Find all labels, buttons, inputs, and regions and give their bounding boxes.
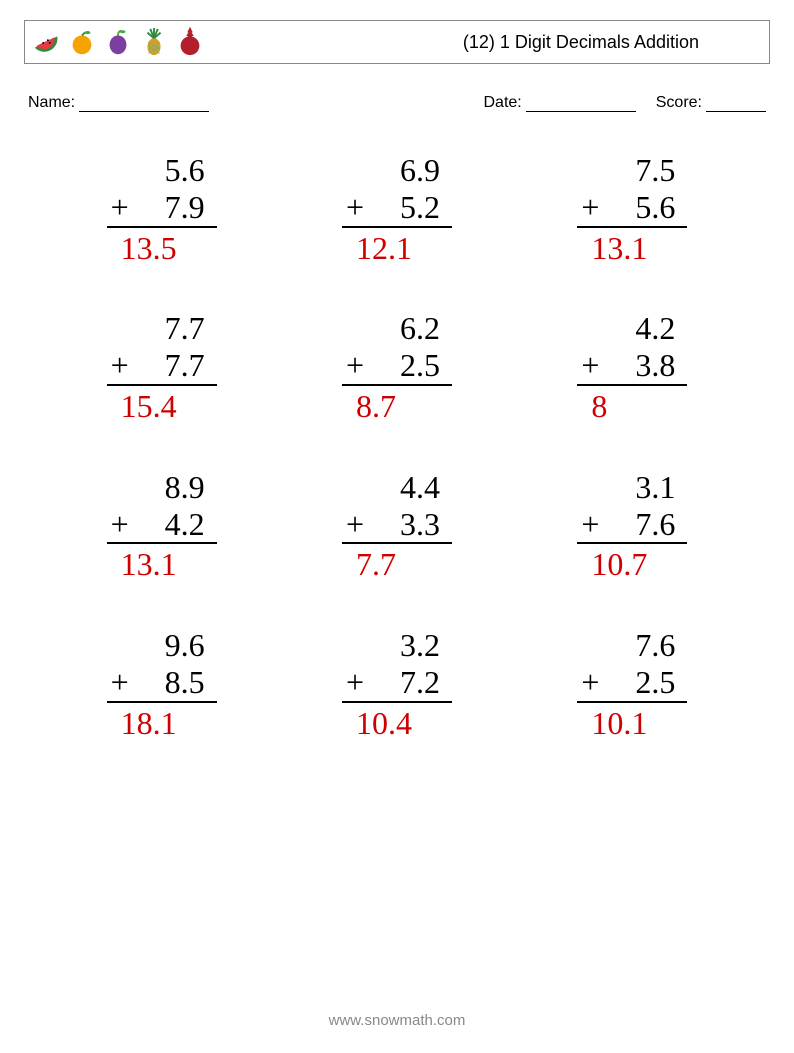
score-blank[interactable] xyxy=(706,94,766,112)
answer: 8.7 xyxy=(342,386,452,425)
operand-b: +7.2 xyxy=(342,664,452,703)
watermelon-icon xyxy=(31,27,61,57)
operand-b: +2.5 xyxy=(342,347,452,386)
answer: 15.4 xyxy=(107,386,217,425)
operand-b: +5.2 xyxy=(342,189,452,228)
pineapple-icon xyxy=(139,27,169,57)
date-blank[interactable] xyxy=(526,94,636,112)
answer: 10.7 xyxy=(577,544,687,583)
operand-a: 7.6 xyxy=(577,627,687,664)
answer: 7.7 xyxy=(342,544,452,583)
fruit-icons-row xyxy=(31,27,205,57)
answer: 13.1 xyxy=(107,544,217,583)
problem-4: 7.7+7.715.4 xyxy=(107,310,217,424)
answer: 10.1 xyxy=(577,703,687,742)
operand-b: +2.5 xyxy=(577,664,687,703)
operand-b: +4.2 xyxy=(107,506,217,545)
operand-a: 6.2 xyxy=(342,310,452,347)
answer: 12.1 xyxy=(342,228,452,267)
problem-3: 7.5+5.613.1 xyxy=(577,152,687,266)
worksheet-page: (12) 1 Digit Decimals Addition Name: Dat… xyxy=(0,0,794,1053)
operand-a: 6.9 xyxy=(342,152,452,189)
operand-b: +8.5 xyxy=(107,664,217,703)
answer: 10.4 xyxy=(342,703,452,742)
problem-12: 7.6+2.510.1 xyxy=(577,627,687,741)
orange-icon xyxy=(67,27,97,57)
name-blank[interactable] xyxy=(79,94,209,112)
problem-6: 4.2+3.88 xyxy=(577,310,687,424)
answer: 13.1 xyxy=(577,228,687,267)
operand-a: 3.2 xyxy=(342,627,452,664)
problems-grid: 5.6+7.913.56.9+5.212.17.5+5.613.17.7+7.7… xyxy=(24,152,770,742)
problem-11: 3.2+7.210.4 xyxy=(342,627,452,741)
operand-b: +7.9 xyxy=(107,189,217,228)
operand-b: +5.6 xyxy=(577,189,687,228)
answer: 13.5 xyxy=(107,228,217,267)
problem-2: 6.9+5.212.1 xyxy=(342,152,452,266)
problem-9: 3.1+7.610.7 xyxy=(577,469,687,583)
operand-a: 9.6 xyxy=(107,627,217,664)
operand-a: 7.7 xyxy=(107,310,217,347)
problem-5: 6.2+2.58.7 xyxy=(342,310,452,424)
problem-7: 8.9+4.213.1 xyxy=(107,469,217,583)
operand-a: 3.1 xyxy=(577,469,687,506)
operand-a: 7.5 xyxy=(577,152,687,189)
meta-row: Name: Date: Score: xyxy=(24,94,770,112)
operand-a: 5.6 xyxy=(107,152,217,189)
name-label: Name: xyxy=(28,94,75,112)
operand-b: +3.3 xyxy=(342,506,452,545)
answer: 18.1 xyxy=(107,703,217,742)
operand-b: +3.8 xyxy=(577,347,687,386)
worksheet-title: (12) 1 Digit Decimals Addition xyxy=(463,32,759,53)
footer-url: www.snowmath.com xyxy=(0,1012,794,1029)
operand-a: 4.2 xyxy=(577,310,687,347)
operand-b: +7.7 xyxy=(107,347,217,386)
problem-10: 9.6+8.518.1 xyxy=(107,627,217,741)
operand-a: 8.9 xyxy=(107,469,217,506)
date-label: Date: xyxy=(484,94,522,112)
header-box: (12) 1 Digit Decimals Addition xyxy=(24,20,770,64)
problem-8: 4.4+3.37.7 xyxy=(342,469,452,583)
pomegranate-icon xyxy=(175,27,205,57)
score-label: Score: xyxy=(656,94,702,112)
problem-1: 5.6+7.913.5 xyxy=(107,152,217,266)
plum-icon xyxy=(103,27,133,57)
operand-b: +7.6 xyxy=(577,506,687,545)
answer: 8 xyxy=(577,386,687,425)
operand-a: 4.4 xyxy=(342,469,452,506)
